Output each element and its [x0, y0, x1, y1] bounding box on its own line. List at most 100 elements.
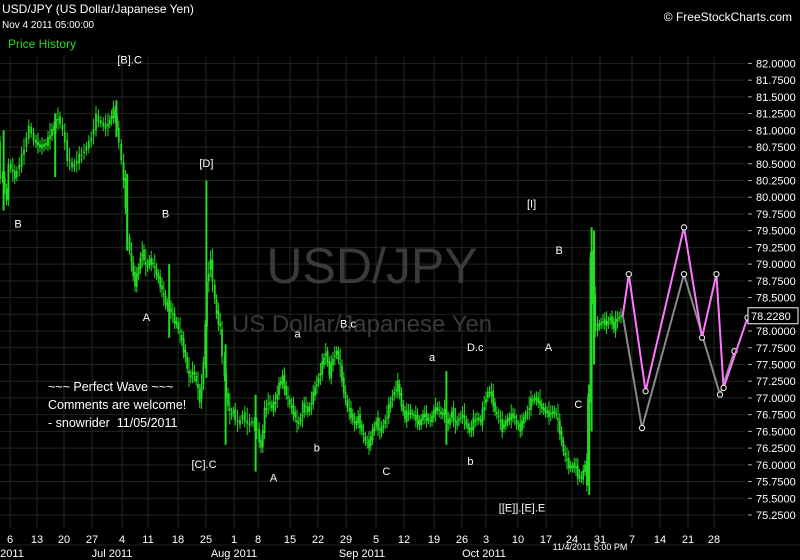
y-tick-label: 80.5000 — [756, 159, 796, 171]
price-bar-body — [427, 417, 430, 420]
projection-main-point — [625, 270, 633, 278]
comment-line: Comments are welcome! — [48, 398, 187, 412]
price-bar-body — [236, 420, 239, 423]
y-tick-label: 77.5000 — [756, 359, 796, 371]
price-bar-body — [92, 129, 95, 135]
price-bar-body — [391, 397, 394, 400]
price-bar-body — [217, 310, 220, 325]
price-bar-body — [594, 293, 597, 332]
price-bar-body — [30, 126, 33, 134]
price-bar-body — [612, 321, 615, 329]
price-bar-body — [605, 320, 608, 327]
wave-label: [B].C — [117, 54, 142, 66]
price-bar-body — [269, 402, 271, 404]
price-bar-body — [159, 276, 162, 288]
price-bar-body — [87, 140, 90, 149]
price-bar-body — [27, 125, 30, 139]
price-bar-body — [232, 411, 235, 414]
price-bar-body — [202, 362, 205, 385]
last-price-box — [747, 307, 799, 325]
price-bar-body — [575, 466, 577, 469]
price-bar-body — [299, 417, 302, 422]
price-bar-body — [387, 404, 390, 419]
price-bar-body — [341, 365, 343, 382]
price-bar-body — [66, 140, 69, 161]
projection-alt-point — [680, 270, 688, 278]
price-bar-body — [438, 409, 441, 411]
projection-alt-point — [716, 391, 724, 398]
price-bar-body — [611, 315, 613, 325]
price-bar-body — [553, 410, 556, 414]
x-tick-label: 1 — [231, 534, 237, 546]
price-bar-body — [353, 421, 356, 424]
price-bar-body — [209, 258, 212, 270]
price-bar-body — [292, 404, 295, 415]
price-bar-body — [175, 321, 178, 325]
price-bar-body — [591, 258, 594, 297]
price-bar-body — [150, 257, 153, 266]
price-bar-body — [468, 427, 471, 433]
price-bar-body — [323, 357, 325, 365]
price-bar-body — [73, 163, 76, 168]
price-bar-body — [551, 412, 554, 414]
x-tick-label: 8 — [255, 534, 261, 546]
brand-link[interactable]: © FreeStockCharts.com — [663, 10, 792, 24]
price-bar-body — [32, 132, 35, 142]
price-bar-body — [285, 385, 288, 396]
x-tick-label: 15 — [284, 534, 296, 546]
price-bar-body — [330, 362, 333, 379]
x-tick-label: 26 — [456, 534, 468, 546]
price-bar-body — [580, 477, 583, 479]
price-bar-body — [283, 374, 286, 390]
wave-label: a — [295, 329, 302, 341]
price-bar-body — [253, 421, 256, 427]
price-bar-body — [170, 308, 172, 312]
price-bar-body — [20, 153, 23, 168]
cursor-date-label: 11/4/2011 5:00 PM — [553, 542, 628, 552]
price-bar-body — [321, 360, 324, 375]
price-bar-body — [344, 392, 347, 399]
price-bar-body — [45, 143, 47, 146]
price-bar-body — [99, 120, 102, 124]
wave-label: B — [556, 245, 563, 257]
price-bar-body — [248, 422, 251, 426]
price-bar-body — [515, 420, 518, 424]
price-bar-body — [11, 169, 14, 172]
price-bar-body — [186, 356, 189, 369]
price-bar-body — [130, 252, 133, 262]
price-bar-body — [346, 399, 349, 408]
price-bar-body — [78, 153, 81, 164]
price-bar-body — [228, 408, 231, 411]
price-bar-body — [68, 159, 71, 162]
price-bar-body — [339, 362, 342, 365]
price-bar-body — [584, 464, 586, 472]
price-bar-body — [402, 404, 405, 412]
projection-main — [621, 227, 749, 392]
comment-box: ~~~ Perfect Wave ~~~ Comments are welcom… — [48, 378, 186, 432]
price-bar-body — [1, 176, 4, 179]
legend-price-history[interactable]: Price History — [8, 37, 77, 51]
price-bar-body — [294, 411, 297, 418]
price-bar-body — [454, 421, 457, 423]
price-bar-body — [429, 420, 432, 422]
price-bar-body — [513, 415, 516, 419]
price-bar-body — [61, 124, 64, 130]
price-bar-body — [135, 273, 138, 287]
comment-line: ~~~ Perfect Wave ~~~ — [48, 380, 174, 394]
projection-alt-point — [638, 424, 646, 432]
y-tick-label: 79.0000 — [756, 259, 796, 271]
wave-label: [[E]].[E].E — [499, 503, 545, 515]
y-tick-label: 79.5000 — [756, 226, 796, 238]
price-bar-body — [517, 424, 520, 427]
price-bar-body — [95, 113, 97, 131]
price-bar-body — [342, 377, 345, 393]
price-bar-body — [328, 361, 331, 376]
price-bar-body — [476, 418, 478, 420]
y-tick-label: 80.2500 — [756, 176, 796, 188]
y-tick-label: 81.7500 — [756, 75, 796, 87]
price-bar-body — [188, 371, 190, 375]
price-bar-body — [223, 358, 226, 376]
price-bar-body — [578, 475, 581, 478]
price-bar-body — [431, 415, 433, 423]
